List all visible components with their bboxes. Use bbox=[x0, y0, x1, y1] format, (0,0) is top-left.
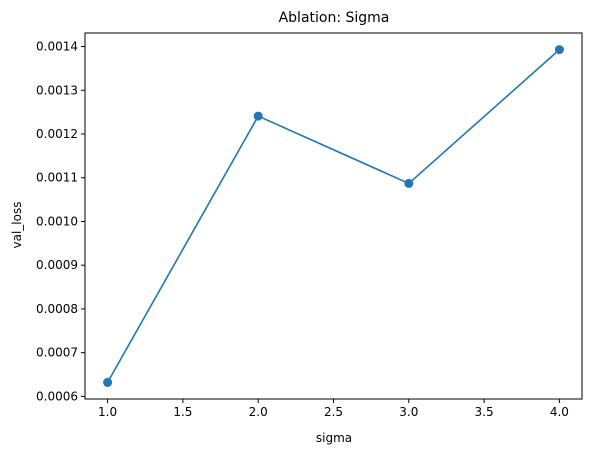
x-axis-label: sigma bbox=[316, 431, 352, 445]
y-tick-label: 0.0007 bbox=[36, 346, 78, 360]
y-tick-label: 0.0013 bbox=[36, 83, 78, 97]
x-tick-label: 2.5 bbox=[324, 405, 343, 419]
chart-title: Ablation: Sigma bbox=[279, 10, 390, 26]
x-tick-label: 2.0 bbox=[249, 405, 268, 419]
x-tick-label: 3.5 bbox=[475, 405, 494, 419]
x-tick-label: 4.0 bbox=[550, 405, 569, 419]
y-axis-ticks: 0.0006 0.0007 0.0008 0.0009 0.0010 0.0011 0.00… bbox=[36, 40, 85, 403]
y-tick-label: 0.0006 bbox=[36, 389, 78, 403]
y-tick-label: 0.0012 bbox=[36, 127, 78, 141]
data-point bbox=[253, 111, 263, 121]
y-tick-label: 0.0009 bbox=[36, 258, 78, 272]
data-point bbox=[554, 45, 564, 55]
series-line bbox=[106, 48, 561, 384]
x-axis-ticks: 1.0 1.5 2.0 2.5 3.0 3.5 4.0 bbox=[98, 399, 569, 419]
series-layer bbox=[103, 45, 564, 387]
y-tick-label: 0.0011 bbox=[36, 171, 78, 185]
x-tick-label: 3.0 bbox=[399, 405, 418, 419]
y-tick-label: 0.0008 bbox=[36, 302, 78, 316]
y-axis-label: val_loss bbox=[10, 202, 24, 249]
data-point bbox=[404, 178, 414, 188]
data-point bbox=[103, 377, 113, 387]
y-tick-label: 0.0010 bbox=[36, 214, 78, 228]
y-tick-label: 0.0014 bbox=[36, 40, 78, 54]
x-tick-label: 1.0 bbox=[98, 405, 117, 419]
x-tick-label: 1.5 bbox=[173, 405, 192, 419]
